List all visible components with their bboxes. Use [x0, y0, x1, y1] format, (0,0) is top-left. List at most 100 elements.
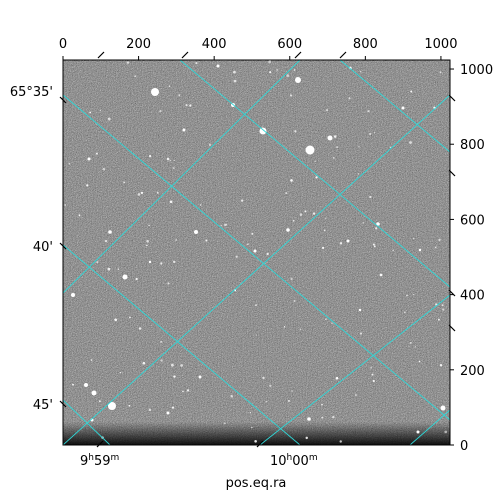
faint-star: [171, 406, 175, 409]
faint-star: [159, 110, 162, 113]
faint-star: [379, 273, 383, 277]
faint-star: [339, 440, 342, 443]
faint-star: [137, 193, 141, 196]
faint-star: [140, 191, 144, 195]
star: [305, 145, 315, 155]
faint-star: [414, 346, 416, 348]
faint-star: [220, 225, 222, 227]
faint-star: [149, 155, 152, 158]
star: [108, 230, 112, 234]
faint-star: [167, 282, 170, 285]
faint-star: [418, 360, 421, 363]
faint-star: [332, 415, 335, 419]
star: [440, 405, 446, 411]
faint-star: [95, 152, 98, 155]
faint-star: [128, 316, 131, 319]
world-tick-mark: [448, 324, 456, 332]
faint-star: [64, 204, 67, 206]
faint-star: [265, 400, 268, 403]
faint-star: [169, 159, 171, 162]
star: [151, 88, 159, 96]
faint-star: [138, 327, 142, 330]
faint-star: [375, 227, 378, 230]
dec-grid-line: [179, 60, 450, 288]
faint-star: [189, 104, 192, 107]
top-tick-label: 1000: [424, 37, 457, 52]
faint-star: [359, 332, 363, 335]
faint-star: [373, 132, 376, 134]
faint-star: [358, 146, 360, 148]
faint-star: [78, 214, 81, 217]
x-axis-label: pos.eq.ra: [226, 476, 287, 491]
star: [87, 157, 91, 161]
faint-star: [126, 61, 130, 64]
faint-star: [373, 245, 376, 248]
faint-star: [266, 252, 269, 256]
faint-star: [269, 384, 272, 388]
faint-star: [291, 390, 293, 392]
faint-star: [169, 200, 173, 204]
dec-label-35: 65°35': [10, 85, 53, 100]
faint-star: [96, 261, 99, 264]
faint-star: [442, 308, 445, 311]
faint-star: [185, 104, 188, 107]
faint-star: [285, 192, 288, 195]
faint-star: [233, 70, 236, 74]
faint-star: [369, 195, 372, 199]
faint-star: [331, 322, 333, 324]
faint-star: [438, 238, 441, 242]
faint-star: [128, 404, 131, 407]
faint-star: [107, 267, 111, 271]
world-tick-mark: [448, 289, 456, 297]
faint-star: [208, 143, 212, 147]
faint-star: [305, 436, 308, 440]
faint-star: [99, 400, 101, 403]
faint-star: [325, 109, 329, 112]
faint-star: [114, 318, 117, 322]
faint-star: [166, 157, 170, 161]
faint-star: [173, 159, 175, 162]
faint-star: [304, 210, 307, 213]
star: [91, 390, 97, 396]
faint-star: [186, 389, 190, 392]
faint-star: [173, 260, 176, 264]
faint-star: [241, 199, 244, 202]
faint-star: [357, 173, 360, 175]
faint-star: [205, 239, 208, 242]
star: [295, 77, 301, 83]
sky-image: [63, 60, 450, 445]
faint-star: [325, 217, 327, 220]
right-tick-label: 800: [460, 138, 485, 153]
faint-star: [224, 223, 227, 227]
faint-star: [160, 262, 163, 265]
world-tick-mark: [59, 242, 67, 250]
faint-star: [437, 318, 440, 321]
right-pixel-axis: 1000 800 600 400 200 0: [450, 63, 493, 454]
faint-star: [134, 75, 137, 77]
faint-star: [392, 249, 395, 252]
faint-star: [262, 376, 265, 380]
faint-star: [123, 181, 126, 184]
faint-star: [299, 328, 301, 330]
faint-star: [335, 376, 339, 380]
star: [182, 128, 186, 132]
faint-star: [367, 110, 370, 113]
world-tick-mark: [294, 51, 302, 59]
faint-star: [223, 422, 226, 425]
star: [401, 106, 405, 110]
faint-star: [444, 430, 448, 434]
star: [259, 127, 267, 135]
ra-grid-line: [409, 409, 450, 445]
faint-star: [348, 97, 351, 100]
star: [253, 249, 257, 253]
faint-star: [86, 184, 89, 187]
faint-star: [156, 191, 159, 194]
faint-star: [371, 373, 374, 376]
star: [216, 64, 220, 68]
faint-star: [325, 318, 327, 320]
faint-star: [314, 160, 316, 163]
faint-star: [269, 71, 272, 74]
faint-star: [254, 439, 257, 443]
star: [286, 228, 290, 232]
dec-grid-line: [63, 399, 111, 445]
